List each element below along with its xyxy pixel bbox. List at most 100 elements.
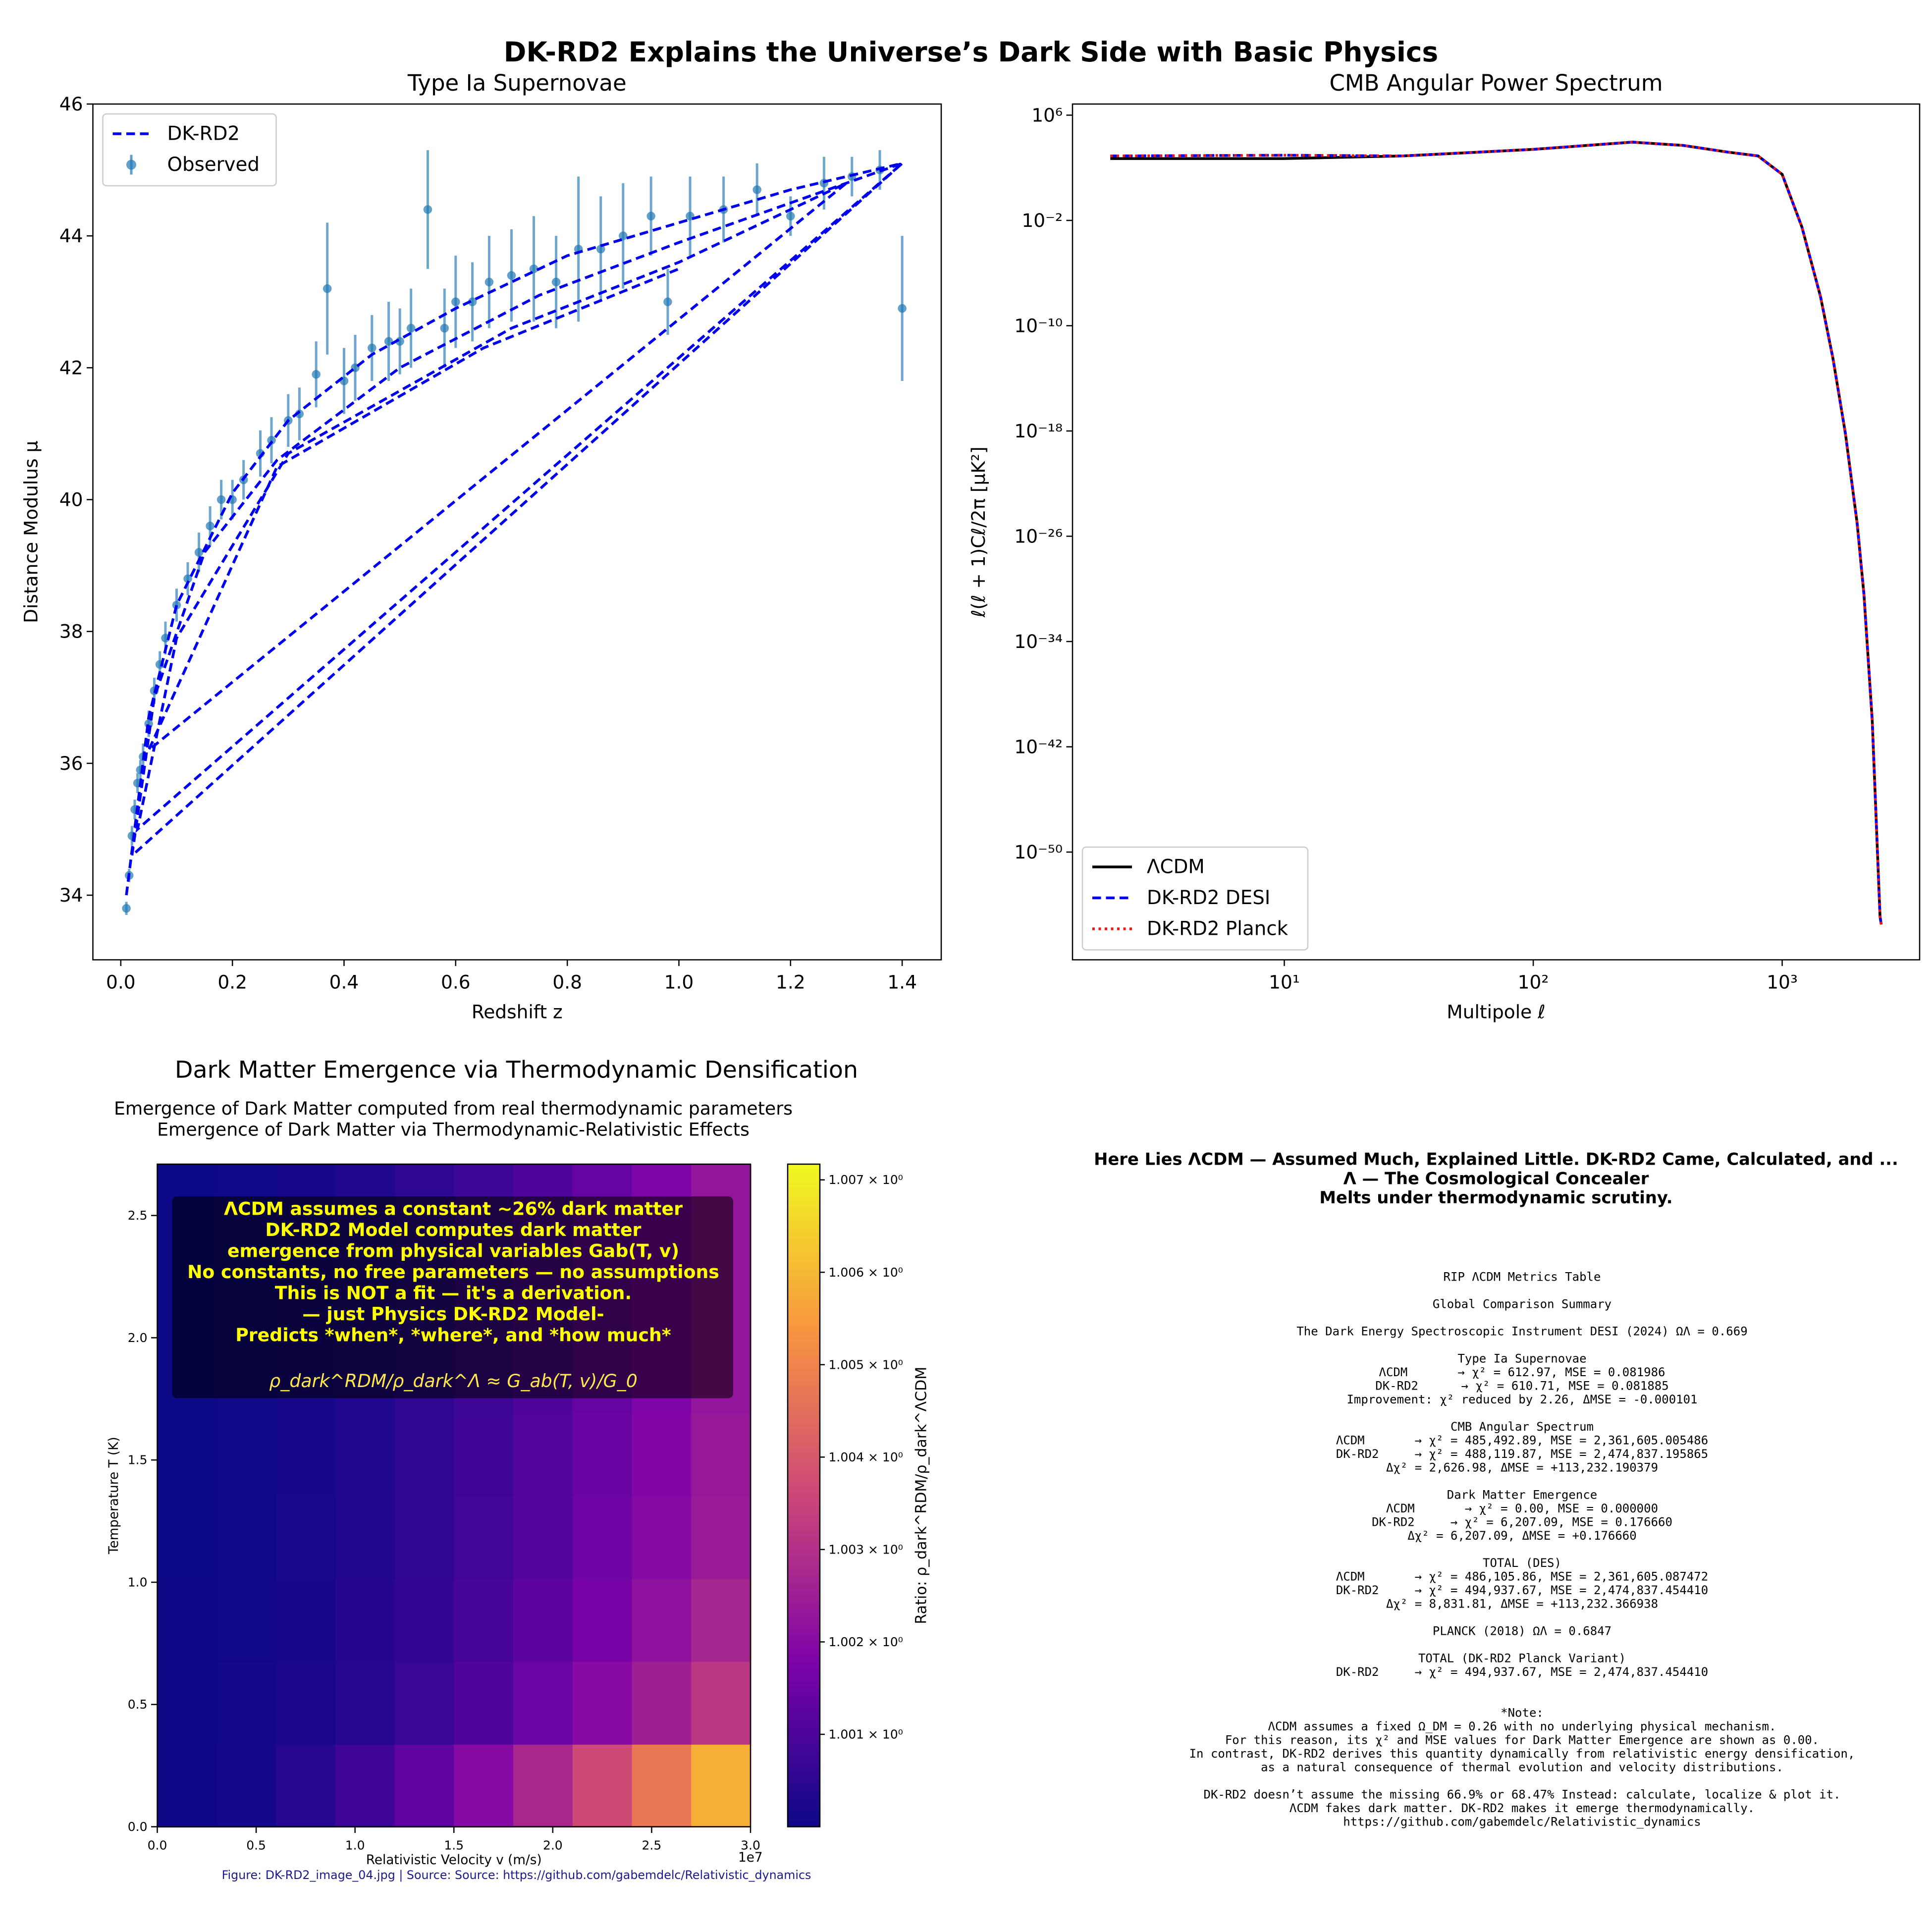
epitaph-header: Λ — The Cosmological Concealer <box>1343 1169 1649 1188</box>
annotation-line: — just Physics DK-RD2 Model- <box>302 1303 604 1325</box>
heatmap-cell <box>632 1661 692 1745</box>
metrics-line: TOTAL (DK-RD2 Planck Variant) <box>1418 1652 1626 1665</box>
heatmap-cell <box>632 1495 692 1579</box>
chart-title: CMB Angular Power Spectrum <box>1329 70 1663 96</box>
data-point <box>646 212 655 221</box>
heatmap-cell <box>276 1412 336 1497</box>
heatmap-cell <box>335 1744 395 1827</box>
metrics-line: DK-RD2 → χ² = 6,207.09, MSE = 0.176660 <box>1372 1515 1672 1529</box>
model-line <box>125 162 903 896</box>
colorbar-tick-label: 1.002 × 10⁰ <box>829 1635 903 1649</box>
heatmap-cell <box>572 1495 633 1579</box>
x-tick-label: 1.2 <box>776 971 805 993</box>
annotation-line: DK-RD2 Model computes dark matter <box>266 1219 642 1240</box>
x-tick-label: 10³ <box>1767 971 1798 993</box>
heatmap-cell <box>394 1661 455 1745</box>
metrics-line: https://github.com/gabemdelc/Relativisti… <box>1343 1815 1701 1829</box>
x-axis-label: Relativistic Velocity v (m/s) <box>366 1853 542 1868</box>
x-axis-label: Redshift z <box>472 1001 563 1023</box>
colorbar-tick-label: 1.004 × 10⁰ <box>829 1450 903 1464</box>
data-point <box>206 522 215 531</box>
annotation-line: No constants, no free parameters — no as… <box>187 1261 719 1283</box>
heatmap-cell <box>632 1744 692 1827</box>
suptitle: DK-RD2 Explains the Universe’s Dark Side… <box>504 36 1438 68</box>
heatmap-cell <box>276 1578 336 1662</box>
metrics-line: Dark Matter Emergence <box>1447 1488 1597 1502</box>
metrics-line: *Note: <box>1501 1706 1544 1720</box>
heatmap-cell <box>572 1412 633 1497</box>
epitaph-header: Melts under thermodynamic scrutiny. <box>1319 1188 1672 1207</box>
x-tick-label: 0.0 <box>106 971 136 993</box>
data-point <box>484 277 494 287</box>
heatmap-cell <box>513 1495 574 1579</box>
data-point <box>172 600 181 610</box>
y-tick-label: 0.5 <box>128 1697 148 1712</box>
y-tick-label: 40 <box>59 489 83 511</box>
y-tick-label: 1.0 <box>128 1575 148 1589</box>
x-tick-label: 10² <box>1518 971 1549 993</box>
metrics-line: CMB Angular Spectrum <box>1450 1420 1594 1434</box>
data-point <box>752 185 761 194</box>
x-tick-label: 3.0 <box>741 1838 760 1853</box>
heatmap-cell <box>276 1661 336 1745</box>
chart-title: Type Ia Supernovae <box>407 70 627 96</box>
x-tick-label: 1.5 <box>444 1838 464 1853</box>
heatmap-cell <box>572 1661 633 1745</box>
heatmap-cell <box>691 1661 751 1745</box>
metrics-line: Δχ² = 6,207.09, ΔMSE = +0.176660 <box>1407 1529 1636 1543</box>
heatmap-cell <box>157 1744 217 1827</box>
heatmap-cell <box>513 1412 574 1497</box>
metrics-line: as a natural consequence of thermal evol… <box>1261 1761 1783 1774</box>
x-axis-label: Multipole ℓ <box>1447 1001 1545 1023</box>
colorbar-label: Ratio: ρ_dark^RDM/ρ_dark^ΛCDM <box>913 1367 930 1624</box>
heatmap-cell <box>454 1744 514 1827</box>
metrics-line: In contrast, DK-RD2 derives this quantit… <box>1189 1747 1855 1761</box>
data-point <box>183 574 192 583</box>
legend-swatch <box>126 160 136 170</box>
colorbar <box>787 1163 821 1827</box>
data-point <box>312 370 321 379</box>
data-point <box>507 271 516 280</box>
data-point <box>368 343 376 353</box>
heatmap-cell <box>394 1495 455 1579</box>
metrics-line: For this reason, its χ² and MSE values f… <box>1225 1733 1819 1747</box>
y-tick-label: 10⁻⁵⁰ <box>1014 841 1063 863</box>
data-point <box>468 297 477 307</box>
data-point <box>122 904 131 913</box>
epitaph-header: Here Lies ΛCDM — Assumed Much, Explained… <box>1094 1150 1898 1169</box>
x-offset-label: 1e7 <box>738 1850 763 1865</box>
legend-label: DK-RD2 DESI <box>1147 887 1270 909</box>
heatmap-cell <box>691 1744 751 1827</box>
heatmap-cell <box>513 1578 574 1662</box>
heatmap-cell <box>454 1661 514 1745</box>
annotation-line: ΛCDM assumes a constant ~26% dark matter <box>224 1198 683 1220</box>
heatmap-cell <box>335 1495 395 1579</box>
colorbar-tick-label: 1.005 × 10⁰ <box>829 1357 903 1372</box>
heatmap-cell <box>394 1412 455 1497</box>
heatmap-cell <box>276 1495 336 1579</box>
y-axis-label: ℓ(ℓ + 1)Cℓ/2π [μK²] <box>967 446 989 618</box>
y-tick-label: 2.5 <box>128 1208 148 1223</box>
x-tick-label: 1.0 <box>664 971 694 993</box>
legend-label: DK-RD2 Planck <box>1147 918 1288 940</box>
annotation-line: emergence from physical variables Gab(T,… <box>227 1240 679 1262</box>
legend-label: Observed <box>167 154 260 176</box>
heatmap-cell <box>691 1578 751 1662</box>
heatmap-cell <box>572 1744 633 1827</box>
heatmap-cell <box>691 1495 751 1579</box>
spectrum-line <box>1110 141 1883 925</box>
x-tick-label: 0.8 <box>552 971 582 993</box>
y-tick-label: 10⁻¹⁸ <box>1014 420 1063 442</box>
y-tick-label: 38 <box>59 621 83 643</box>
subtitle: Emergence of Dark Matter computed from r… <box>114 1098 793 1119</box>
heatmap-cell <box>216 1744 277 1827</box>
x-tick-label: 0.4 <box>329 971 359 993</box>
annotation-line: Predicts *when*, *where*, and *how much* <box>235 1325 671 1346</box>
colorbar-tick-label: 1.007 × 10⁰ <box>829 1173 903 1187</box>
metrics-line: Δχ² = 2,626.98, ΔMSE = +113,232.190379 <box>1386 1461 1658 1475</box>
legend-label: DK-RD2 <box>167 123 240 145</box>
metrics-line: Improvement: χ² reduced by 2.26, ΔMSE = … <box>1346 1393 1697 1406</box>
metrics-line: PLANCK (2018) ΩΛ = 0.6847 <box>1433 1624 1611 1638</box>
metrics-line: ΛCDM fakes dark matter. DK-RD2 makes it … <box>1289 1801 1755 1815</box>
